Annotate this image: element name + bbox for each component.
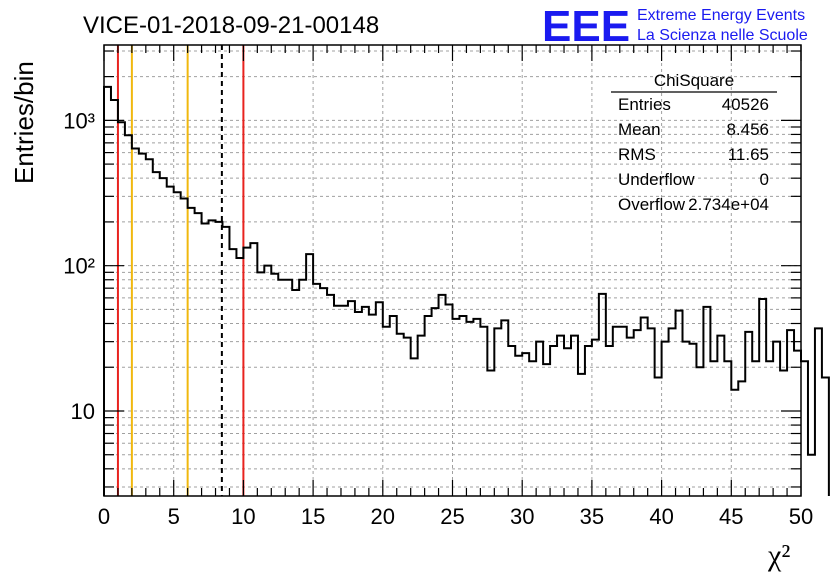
stats-row-label: Underflow <box>618 170 695 189</box>
y-tick-label: 10³ <box>63 108 95 133</box>
x-tick-label: 25 <box>440 504 464 529</box>
y-tick-label: 10² <box>63 254 95 279</box>
stats-title: ChiSquare <box>654 71 734 90</box>
x-tick-label: 15 <box>301 504 325 529</box>
x-axis-label: χ² <box>767 539 790 572</box>
logo-mark: EEE <box>542 2 630 51</box>
x-tick-label: 20 <box>371 504 395 529</box>
x-tick-labels: 0 5 10 15 20 25 30 35 40 45 50 <box>98 504 813 529</box>
stats-row-value: 11.65 <box>728 145 769 164</box>
histogram-series-line <box>103 85 830 496</box>
stats-row-label: Mean <box>618 120 661 139</box>
stats-row-value: 0 <box>760 170 769 189</box>
axis-ticks <box>103 45 802 496</box>
x-tick-label: 35 <box>580 504 604 529</box>
stats-box: ChiSquare Entries 40526 Mean 8.456 RMS 11.65 U… <box>611 71 777 214</box>
y-tick-labels: 10 10² 10³ <box>63 108 95 424</box>
logo-line-1: Extreme Energy Events <box>637 7 805 24</box>
stats-row-value: 8.456 <box>726 120 769 139</box>
y-tick-label: 10 <box>71 399 95 424</box>
x-tick-label: 0 <box>98 504 110 529</box>
x-tick-label: 5 <box>168 504 180 529</box>
vertical-marker-lines <box>116 45 245 496</box>
stats-row-label: Entries <box>618 95 671 114</box>
x-tick-label: 10 <box>231 504 255 529</box>
stats-rows: Entries 40526 Mean 8.456 RMS 11.65 Underflow 0 O… <box>618 95 769 214</box>
logo-line-2: La Scienza nelle Scuole <box>637 27 808 44</box>
stats-row-label: RMS <box>618 145 656 164</box>
x-tick-label: 30 <box>510 504 534 529</box>
x-tick-label: 50 <box>789 504 813 529</box>
eee-logo: EEE Extreme Energy Events La Scienza nel… <box>542 2 808 51</box>
x-tick-label: 45 <box>719 504 743 529</box>
stats-row-value: 2.734e+04 <box>688 195 769 214</box>
stats-row-label: Overflow <box>618 195 686 214</box>
grid-lines <box>104 45 801 496</box>
x-tick-label: 40 <box>649 504 673 529</box>
stats-row-value: 40526 <box>722 95 769 114</box>
chart-title: VICE-01-2018-09-21-00148 <box>83 12 379 39</box>
y-axis-label: Entries/bin <box>9 61 39 184</box>
